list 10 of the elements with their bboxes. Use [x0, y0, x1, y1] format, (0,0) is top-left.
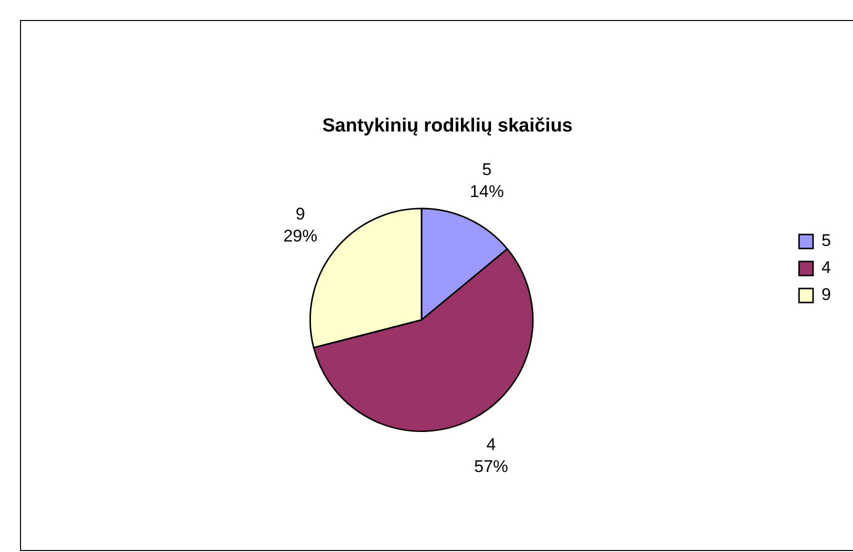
data-label: 14%	[470, 182, 504, 201]
legend-label: 4	[822, 258, 832, 278]
data-label: 57%	[474, 457, 508, 476]
data-label: 29%	[283, 226, 318, 246]
slice-label: 9	[296, 204, 306, 224]
slice-label: 4	[486, 435, 496, 454]
slice-label: 5	[482, 160, 492, 179]
legend-label: 5	[822, 231, 832, 250]
legend-label: 9	[822, 285, 832, 304]
chart-title: Santykinių rodiklių skaičius	[322, 116, 573, 137]
